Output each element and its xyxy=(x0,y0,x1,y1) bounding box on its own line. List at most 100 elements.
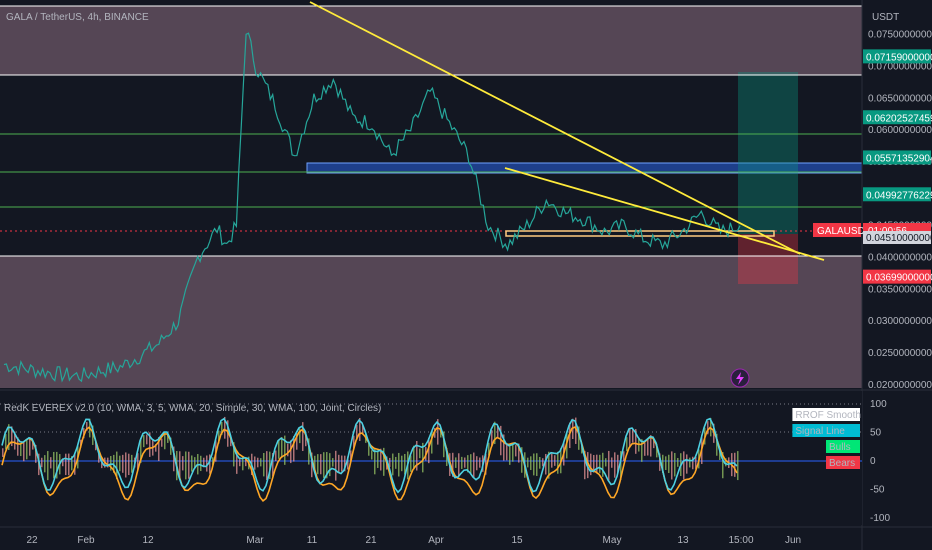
indicator-bar xyxy=(317,454,319,475)
indicator-bar xyxy=(644,443,646,456)
indicator-bar xyxy=(47,451,49,481)
indicator-bar xyxy=(647,439,649,456)
indicator-bar xyxy=(509,444,511,465)
indicator-bar xyxy=(254,456,256,470)
indicator-bar xyxy=(161,438,163,447)
indicator-bar xyxy=(179,451,181,480)
level-tag-label: 0.07159000000 xyxy=(866,52,932,63)
level-tag-label: 0.06202527459 xyxy=(866,113,932,124)
indicator-bar xyxy=(173,446,175,472)
indicator-bar xyxy=(158,437,160,461)
indicator-tick-label: -50 xyxy=(870,485,885,496)
indicator-bar xyxy=(557,451,559,474)
indicator-bar xyxy=(167,435,169,443)
indicator-bar xyxy=(719,450,721,460)
legend-swatch xyxy=(826,440,860,453)
indicator-bar xyxy=(554,455,556,466)
indicator-bar xyxy=(302,422,304,452)
indicator-bar xyxy=(401,455,403,472)
indicator-bar xyxy=(305,431,307,447)
indicator-bar xyxy=(308,438,310,465)
indicator-bar xyxy=(593,455,595,473)
currency-label: USDT xyxy=(872,12,899,23)
level-tag-box xyxy=(863,269,931,284)
indicator-tick-label: -100 xyxy=(870,513,890,524)
legend-label: Bears xyxy=(829,458,855,469)
indicator-bar xyxy=(149,432,151,457)
indicator-bar xyxy=(356,424,358,440)
time-tick-label: 21 xyxy=(365,535,377,546)
indicator-bar xyxy=(368,440,370,456)
indicator-bar xyxy=(212,457,214,465)
indicator-bar xyxy=(380,448,382,471)
indicator-bar xyxy=(587,452,589,479)
indicator-bar xyxy=(389,457,391,467)
time-tick-label: Apr xyxy=(428,535,444,546)
indicator-bar xyxy=(584,450,586,480)
indicator-bar xyxy=(410,455,412,472)
indicator-bar xyxy=(74,453,76,475)
indicator-bar xyxy=(512,444,514,462)
indicator-bar xyxy=(383,447,385,476)
indicator-bar xyxy=(671,451,673,480)
indicator-pane[interactable] xyxy=(0,391,862,525)
indicator-bar xyxy=(194,457,196,469)
indicator-bar xyxy=(446,447,448,467)
indicator-bar xyxy=(599,454,601,473)
indicator-bar xyxy=(8,424,10,451)
indicator-bar xyxy=(653,440,655,449)
indicator-bar xyxy=(26,438,28,460)
lightning-icon[interactable] xyxy=(730,368,750,388)
legend-label: RROF Smooth xyxy=(795,410,861,421)
indicator-bar xyxy=(137,453,139,471)
indicator-bar xyxy=(374,447,376,475)
indicator-bar xyxy=(338,454,340,473)
indicator-bar xyxy=(605,458,607,467)
indicator-bar xyxy=(488,442,490,456)
current-price-value-box xyxy=(863,231,931,244)
indicator-bar xyxy=(686,454,688,474)
indicator-bar xyxy=(287,443,289,457)
indicator-bar xyxy=(428,437,430,464)
indicator-bar xyxy=(464,457,466,468)
indicator-bar xyxy=(683,451,685,480)
indicator-bar xyxy=(68,453,70,476)
indicator-bar xyxy=(11,426,13,447)
indicator-bar xyxy=(29,437,31,456)
indicator-bar xyxy=(269,451,271,480)
indicator-bar xyxy=(56,451,58,479)
indicator-bar xyxy=(62,458,64,467)
price-tick-label: 0.06500000000 xyxy=(868,93,932,104)
indicator-bar xyxy=(299,428,301,444)
indicator-bar xyxy=(539,457,541,469)
indicator-bar xyxy=(110,456,112,471)
indicator-bar xyxy=(260,458,262,467)
indicator-bar xyxy=(335,450,337,481)
indicator-bar xyxy=(230,435,232,447)
indicator-bar xyxy=(164,431,166,450)
indicator-bar xyxy=(725,458,727,467)
indicator-bar xyxy=(581,443,583,454)
level-tag-label: 0.05571352904 xyxy=(866,153,932,164)
price-tick-label: 0.02000000000 xyxy=(868,380,932,391)
time-axis[interactable]: 22 Feb 12 Mar 11 21 Apr 15 May 13 15:00 Jun xyxy=(26,535,801,546)
indicator-bar xyxy=(122,454,124,473)
indicator-bar xyxy=(140,437,142,464)
indicator-bar xyxy=(662,454,664,473)
time-tick-label: 11 xyxy=(307,535,318,546)
indicator-bar xyxy=(128,453,130,476)
indicator-bar xyxy=(23,440,25,462)
legend-label: Bulls xyxy=(829,442,851,453)
indicator-bar xyxy=(236,451,238,474)
indicator-tick-label: 100 xyxy=(870,399,887,410)
indicator-bar xyxy=(116,451,118,480)
indicator-bar xyxy=(602,452,604,477)
indicator-bar xyxy=(419,448,421,459)
indicator-bar xyxy=(332,458,334,467)
indicator-bar xyxy=(668,454,670,474)
indicator-bar xyxy=(245,458,247,467)
indicator-bar xyxy=(290,440,292,464)
indicator-bar xyxy=(263,453,265,477)
indicator-bar xyxy=(692,456,694,470)
